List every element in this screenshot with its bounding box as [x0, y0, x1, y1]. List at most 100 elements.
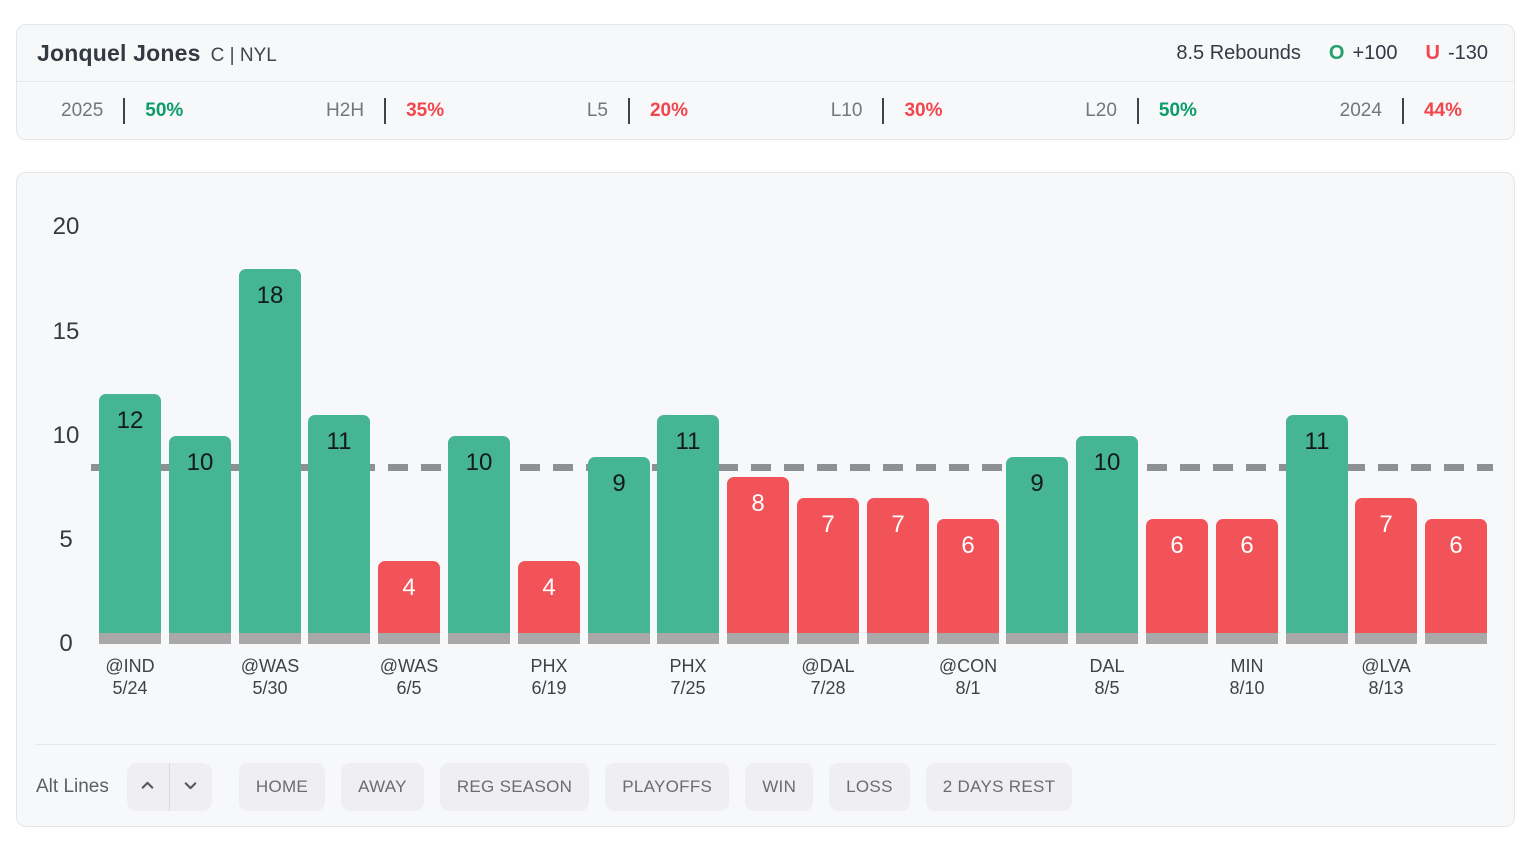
chart-bar-4[interactable]: 11: [308, 415, 370, 644]
over-odds-value: +100: [1352, 41, 1398, 64]
chart-bar-16[interactable]: 6: [1146, 519, 1208, 644]
bar-base: [378, 633, 440, 644]
rebounds-bar-chart: 0 5 10 15 20 12 10 18 11 4 10 4 9 11 8 7 7 6 9 10 6 6 11 7 6 @I…: [17, 173, 1514, 826]
chart-bar-3[interactable]: 18: [239, 269, 301, 644]
stats-row: 2025 50% H2H 35% L5 20% L10 30% L20 50% 2024 44%: [17, 82, 1514, 140]
bar-base: [448, 633, 510, 644]
chart-bar-6[interactable]: 10: [448, 436, 510, 644]
bar-value-label: 10: [465, 449, 493, 476]
bar-base: [1286, 633, 1348, 644]
chart-bar-2[interactable]: 10: [169, 436, 231, 644]
player-name: Jonquel Jones: [37, 39, 201, 66]
bar-base: [1216, 633, 1278, 644]
stat-value: 50%: [1158, 100, 1197, 121]
alt-line-up-button[interactable]: [127, 763, 169, 811]
bar-value-label: 6: [1240, 532, 1254, 559]
bar-value-label: 11: [1304, 428, 1330, 455]
stat-label: 2025: [61, 100, 104, 121]
stat-divider: [882, 98, 885, 124]
chart-card: 0 5 10 15 20 12 10 18 11 4 10 4 9 11 8 7 7 6 9 10 6 6 11 7 6 @I…: [16, 172, 1515, 827]
bar-base: [937, 633, 999, 644]
stat-item-2025: 2025 50%: [61, 98, 183, 124]
filter-button-2-days-rest[interactable]: 2 DAYS REST: [925, 762, 1073, 811]
x-axis-label: @LVA 8/13: [1331, 655, 1441, 699]
stat-label: H2H: [326, 100, 365, 121]
prop-line-dash: [91, 464, 1493, 471]
bar-base: [99, 633, 161, 644]
bar-value-label: 10: [1093, 449, 1121, 476]
chart-bar-9[interactable]: 11: [657, 415, 719, 644]
filter-button-playoffs[interactable]: PLAYOFFS: [605, 762, 730, 811]
alt-lines-label: Alt Lines: [36, 775, 109, 797]
chart-bar-11[interactable]: 7: [797, 498, 859, 644]
bar-value-label: 8: [751, 490, 765, 517]
chart-bar-12[interactable]: 7: [867, 498, 929, 644]
filter-button-reg-season[interactable]: REG SEASON: [439, 762, 590, 811]
x-axis-label: @WAS 5/30: [215, 655, 325, 699]
chart-bar-19[interactable]: 7: [1355, 498, 1417, 644]
alt-line-down-button[interactable]: [170, 763, 212, 811]
chart-bar-17[interactable]: 6: [1216, 519, 1278, 644]
x-axis-opponent: @IND: [105, 656, 155, 676]
stat-divider: [123, 98, 126, 124]
x-axis-date: 8/5: [1094, 678, 1120, 698]
x-axis-opponent: @CON: [938, 656, 998, 676]
x-axis-date: 8/13: [1368, 678, 1404, 698]
chart-bar-15[interactable]: 10: [1076, 436, 1138, 644]
x-axis-opponent: PHX: [669, 656, 707, 676]
stat-item-h2h: H2H 35%: [326, 98, 444, 124]
bar-base: [1146, 633, 1208, 644]
bar-base: [588, 633, 650, 644]
x-axis-date: 8/1: [955, 678, 981, 698]
bar-value-label: 6: [1170, 532, 1184, 559]
bar-value-label: 6: [1449, 532, 1463, 559]
x-axis-opponent: DAL: [1089, 656, 1125, 676]
stat-item-l5: L5 20%: [587, 98, 688, 124]
x-axis-opponent: @LVA: [1361, 656, 1411, 676]
stat-divider: [384, 98, 387, 124]
stat-value: 44%: [1423, 100, 1462, 121]
under-indicator: U: [1425, 41, 1440, 64]
chart-controls: Alt Lines HOME AWAY REG SEASON PLAYOFFS WIN L…: [35, 744, 1496, 828]
x-axis-date: 6/19: [531, 678, 567, 698]
x-axis-label: PHX 7/25: [633, 655, 743, 699]
x-axis-label: @DAL 7/28: [773, 655, 883, 699]
chart-bar-13[interactable]: 6: [937, 519, 999, 644]
over-indicator: O: [1328, 41, 1345, 64]
chart-bar-1[interactable]: 12: [99, 394, 161, 644]
chart-bar-10[interactable]: 8: [727, 477, 789, 644]
bar-base: [169, 633, 231, 644]
title-row: Jonquel Jones C | NYL 8.5 Rebounds O +10…: [17, 25, 1514, 82]
chart-bar-18[interactable]: 11: [1286, 415, 1348, 644]
x-axis-label: @CON 8/1: [913, 655, 1023, 699]
bar-value-label: 18: [256, 282, 284, 309]
chart-bar-5[interactable]: 4: [378, 561, 440, 644]
bar-base: [308, 633, 370, 644]
y-axis-tick-0: 0: [59, 630, 73, 657]
x-axis-opponent: @WAS: [379, 656, 439, 676]
filter-buttons: HOME AWAY REG SEASON PLAYOFFS WIN LOSS 2 DAYS …: [238, 762, 1073, 811]
x-axis-label: @IND 5/24: [75, 655, 185, 699]
bar-base: [797, 633, 859, 644]
stat-value: 20%: [649, 100, 688, 121]
bar-base: [1425, 633, 1487, 644]
filter-button-away[interactable]: AWAY: [341, 762, 424, 811]
filter-button-loss[interactable]: LOSS: [829, 762, 910, 811]
bar-value-label: 12: [116, 407, 144, 434]
chart-bar-8[interactable]: 9: [588, 457, 650, 644]
chart-bar-20[interactable]: 6: [1425, 519, 1487, 644]
bar-value-label: 11: [675, 428, 701, 455]
chevron-up-icon: [139, 777, 156, 797]
chart-bar-14[interactable]: 9: [1006, 457, 1068, 644]
x-axis-date: 5/24: [112, 678, 148, 698]
chevron-down-icon: [182, 777, 199, 797]
filter-button-home[interactable]: HOME: [238, 762, 326, 811]
bar-base: [1355, 633, 1417, 644]
stat-value: 50%: [145, 100, 184, 121]
stat-divider: [1401, 98, 1404, 124]
filter-button-win[interactable]: WIN: [745, 762, 814, 811]
y-axis-tick-10: 10: [52, 422, 80, 449]
y-axis-tick-5: 5: [59, 526, 73, 553]
chart-bar-7[interactable]: 4: [518, 561, 580, 644]
stat-value: 35%: [406, 100, 445, 121]
